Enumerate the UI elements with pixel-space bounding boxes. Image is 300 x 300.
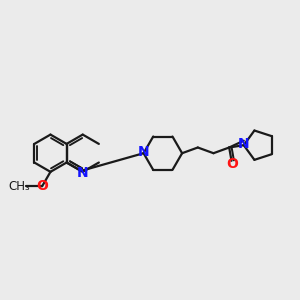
Text: N: N [238, 137, 249, 151]
Text: CH₃: CH₃ [8, 180, 30, 193]
Text: O: O [36, 179, 48, 193]
Text: N: N [77, 166, 89, 180]
Text: N: N [138, 145, 149, 159]
Text: O: O [226, 157, 238, 171]
